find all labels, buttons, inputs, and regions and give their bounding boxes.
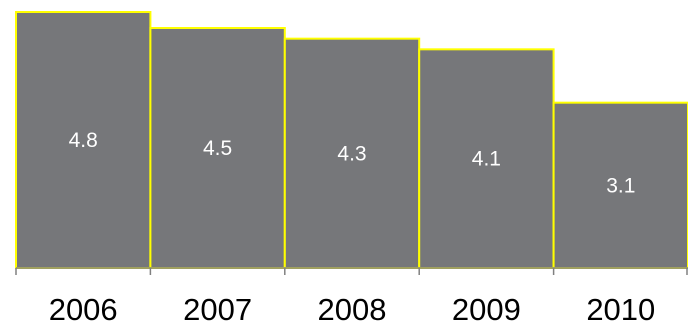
bar-2007 bbox=[149, 27, 286, 269]
data-label-2010: 3.1 bbox=[606, 174, 635, 197]
x-tick-label-2008: 2008 bbox=[318, 292, 387, 327]
data-labels: 4.8 4.5 4.3 4.1 3.1 bbox=[69, 129, 636, 197]
data-label-2007: 4.5 bbox=[203, 137, 232, 160]
data-label-2006: 4.8 bbox=[69, 129, 98, 152]
bar-2006 bbox=[15, 11, 152, 269]
bar-2008 bbox=[283, 37, 421, 269]
bar-series bbox=[15, 11, 688, 270]
x-axis-tick-labels: 2006 2007 2008 2009 2010 bbox=[49, 292, 656, 327]
x-tick-label-2006: 2006 bbox=[49, 292, 118, 327]
data-label-2009: 4.1 bbox=[472, 148, 501, 171]
bar-2009 bbox=[418, 48, 555, 270]
x-axis-ticks bbox=[15, 268, 688, 275]
bar-2010 bbox=[552, 101, 688, 269]
x-tick-label-2007: 2007 bbox=[183, 292, 252, 327]
x-tick-label-2010: 2010 bbox=[586, 292, 655, 327]
data-label-2008: 4.3 bbox=[337, 142, 366, 165]
x-tick-label-2009: 2009 bbox=[452, 292, 521, 327]
